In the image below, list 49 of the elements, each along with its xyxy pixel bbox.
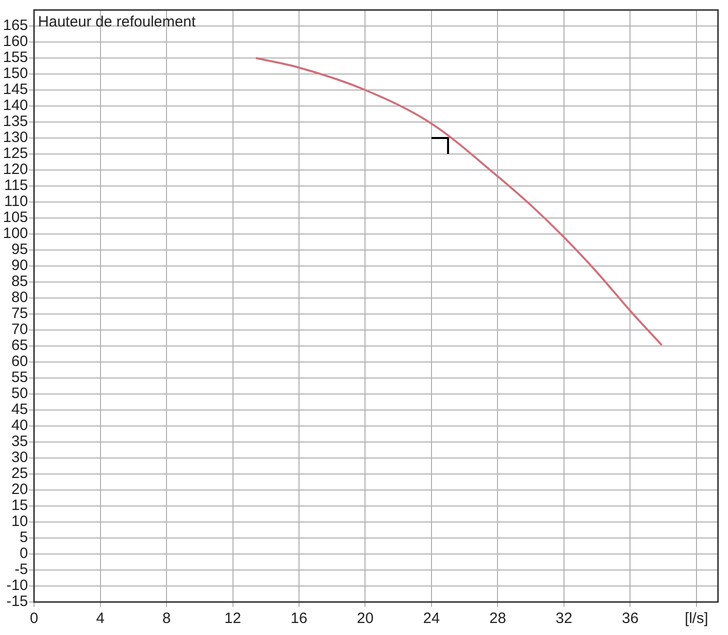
y-tick-label: 75 (11, 305, 28, 322)
y-tick-label: 130 (2, 129, 28, 146)
y-tick-label: 150 (2, 65, 28, 82)
x-tick-label: 12 (224, 610, 242, 628)
y-tick-label: -15 (6, 593, 28, 610)
x-tick-label: 36 (622, 610, 639, 628)
y-tick-label: 40 (11, 417, 28, 434)
y-tick-label: 0 (20, 545, 28, 562)
x-tick-label: 28 (489, 610, 506, 628)
y-tick-label: 120 (2, 161, 28, 178)
x-tick-label: 20 (356, 610, 374, 628)
y-tick-label: 115 (4, 177, 28, 194)
y-tick-label: 160 (2, 33, 28, 50)
y-tick-label: 90 (11, 257, 28, 274)
y-tick-label: 10 (11, 513, 28, 530)
x-tick-label: 16 (290, 610, 308, 628)
x-tick-label: 8 (162, 610, 171, 628)
y-tick-label: 5 (20, 529, 28, 546)
y-tick-label: 25 (11, 465, 28, 482)
y-tick-label: 125 (2, 145, 28, 162)
y-tick-label: 155 (2, 49, 28, 66)
y-tick-label: 35 (11, 433, 28, 450)
x-tick-label: 4 (96, 610, 104, 628)
y-tick-label: 60 (11, 353, 28, 370)
y-tick-label: 165 (2, 17, 28, 34)
y-tick-label: 15 (11, 497, 28, 514)
y-tick-label: 20 (11, 481, 28, 498)
x-tick-label: 24 (423, 610, 440, 628)
y-tick-label: -10 (6, 577, 28, 594)
y-tick-label: 110 (4, 193, 28, 210)
y-axis-title: Hauteur de refoulement (38, 14, 196, 31)
y-tick-label: 45 (11, 401, 28, 418)
x-tick-label: 32 (556, 610, 572, 628)
y-tick-label: 30 (11, 449, 28, 466)
y-tick-label: 145 (2, 81, 28, 98)
y-tick-label: 135 (2, 113, 28, 130)
line-series (254, 57, 663, 346)
y-tick-label: 105 (2, 209, 28, 226)
y-tick-label: 55 (11, 369, 28, 386)
y-tick-label: -5 (14, 561, 28, 578)
y-tick-label: 80 (11, 289, 28, 306)
y-tick-label: 85 (11, 273, 28, 290)
x-tick-label: [l/s] (684, 610, 708, 628)
y-tick-label: 70 (11, 321, 28, 338)
y-tick-label: 95 (11, 241, 28, 258)
y-tick-label: 50 (11, 385, 28, 402)
y-tick-label: 100 (2, 225, 28, 242)
y-tick-label: 140 (2, 97, 28, 114)
y-tick-label: 65 (11, 337, 28, 354)
